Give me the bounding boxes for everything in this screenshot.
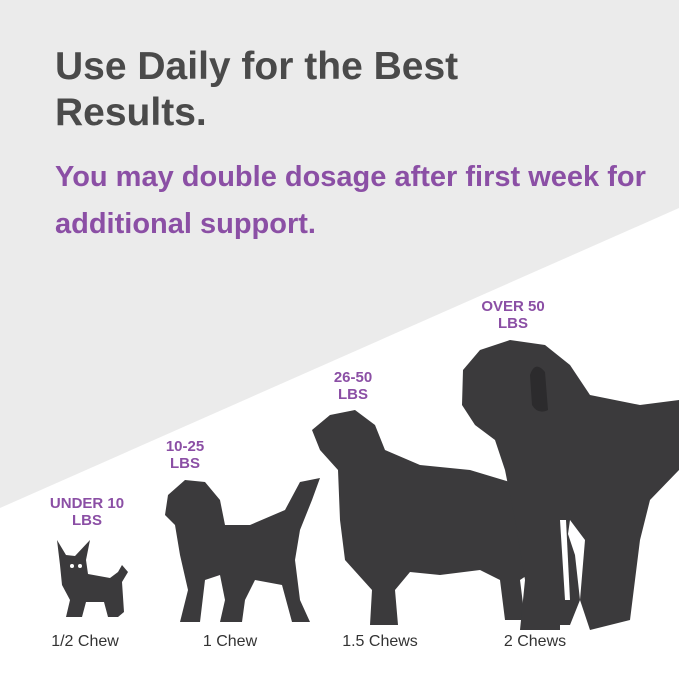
- large-dog-icon: [312, 410, 580, 625]
- headline: Use Daily for the Best Results.: [55, 45, 459, 134]
- weight-label-over-50: OVER 50 LBS: [481, 298, 545, 332]
- subheadline: You may double dosage after first week f…: [55, 161, 646, 240]
- weight-label-10-25: 10-25 LBS: [165, 438, 205, 472]
- dose-two-chews: 2 Chews: [503, 633, 567, 650]
- weight-label-under-10: UNDER 10 LBS: [49, 495, 125, 529]
- dose-one-chew: 1 Chew: [202, 633, 258, 650]
- small-dog-icon: [57, 540, 128, 617]
- dose-one-half-chews: 1.5 Chews: [342, 633, 418, 650]
- dose-half-chew: 1/2 Chew: [51, 633, 119, 650]
- medium-dog-icon: [165, 478, 320, 622]
- weight-label-26-50: 26-50 LBS: [333, 369, 373, 403]
- giant-dog-icon: [462, 340, 679, 630]
